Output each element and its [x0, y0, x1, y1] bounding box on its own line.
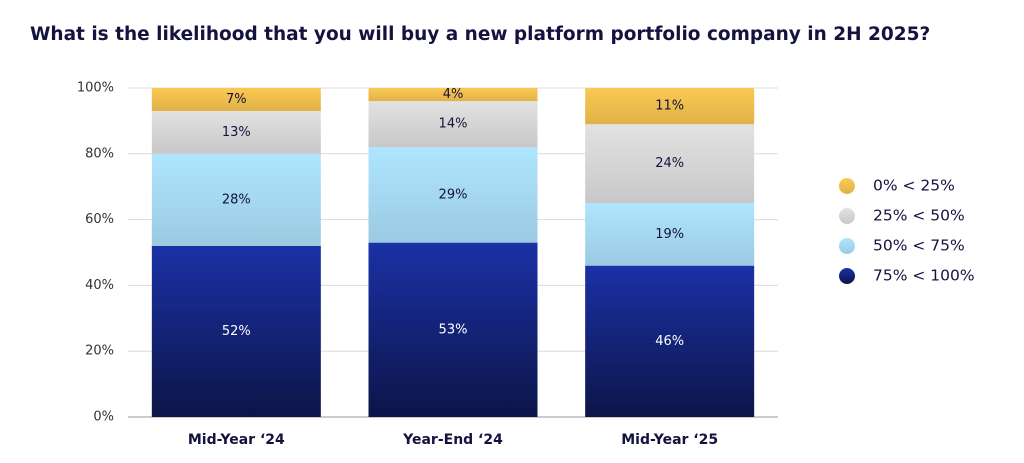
data-label: 13% [222, 125, 251, 140]
bar-segment [585, 265, 755, 417]
bar-segment [151, 88, 321, 112]
bar-segment [585, 124, 755, 204]
bar-segment [368, 147, 538, 243]
bar-segment [368, 242, 538, 417]
data-label: 14% [439, 117, 468, 132]
x-tick-label: Mid-Year ‘24 [188, 432, 285, 448]
data-label: 11% [655, 99, 684, 114]
legend-marker [839, 178, 855, 194]
data-label: 46% [655, 334, 684, 349]
bar-segment [585, 203, 755, 266]
y-tick-label: 20% [85, 344, 114, 359]
chart-title: What is the likelihood that you will buy… [30, 24, 930, 45]
y-tick-label: 40% [85, 278, 114, 293]
bar-segment [368, 88, 538, 102]
bar-segment [151, 111, 321, 154]
data-label: 52% [222, 324, 251, 339]
legend-marker [839, 208, 855, 224]
y-tick-label: 80% [85, 146, 114, 161]
data-label: 4% [443, 87, 464, 102]
x-tick-label: Mid-Year ‘25 [621, 432, 718, 448]
data-label: 24% [655, 156, 684, 171]
bar-segment [151, 245, 321, 417]
x-tick-label: Year-End ‘24 [402, 432, 503, 448]
data-label: 29% [439, 187, 468, 202]
bar-segment [151, 153, 321, 246]
legend-marker [839, 238, 855, 254]
legend-label: 25% < 50% [873, 207, 965, 225]
bar-segment [368, 101, 538, 148]
legend-label: 75% < 100% [873, 267, 975, 285]
legend-label: 0% < 25% [873, 177, 955, 195]
legend-marker [839, 268, 855, 284]
y-tick-label: 0% [93, 410, 114, 425]
data-label: 19% [655, 227, 684, 242]
legend-label: 50% < 75% [873, 237, 965, 255]
data-label: 53% [439, 322, 468, 337]
bar-segment [585, 88, 755, 125]
y-tick-label: 100% [77, 81, 114, 96]
data-label: 28% [222, 192, 251, 207]
data-label: 7% [226, 92, 247, 107]
y-tick-label: 60% [85, 212, 114, 227]
